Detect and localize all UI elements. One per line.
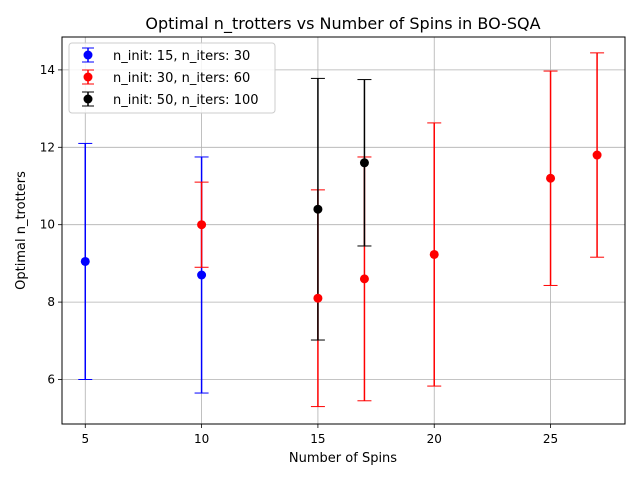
- data-point: [80, 256, 90, 266]
- legend-label: n_init: 50, n_iters: 100: [113, 93, 259, 108]
- x-tick-label: 20: [427, 432, 442, 446]
- x-tick-label: 25: [543, 432, 558, 446]
- legend-box: [68, 42, 276, 114]
- chart-title: Optimal n_trotters vs Number of Spins in…: [145, 14, 540, 34]
- data-point: [197, 220, 207, 230]
- data-point: [313, 204, 323, 214]
- legend-label: n_init: 15, n_iters: 30: [113, 49, 250, 64]
- x-axis-label: Number of Spins: [289, 451, 397, 466]
- data-point: [197, 270, 207, 280]
- legend-marker: [83, 94, 93, 104]
- y-axis-ticks: 6 8 10 12 14: [40, 63, 62, 386]
- x-tick-label: 15: [310, 432, 325, 446]
- legend: n_init: 15, n_iters: 30 n_init: 30, n_ite…: [68, 42, 276, 114]
- y-tick-label: 8: [47, 295, 55, 309]
- data-points: [80, 150, 602, 303]
- y-axis-label: Optimal n_trotters: [14, 171, 29, 290]
- y-tick-label: 6: [47, 372, 55, 386]
- x-tick-label: 5: [81, 432, 89, 446]
- data-point: [429, 249, 439, 259]
- legend-marker: [83, 50, 93, 60]
- legend-label: n_init: 30, n_iters: 60: [113, 71, 250, 86]
- y-tick-label: 14: [40, 63, 55, 77]
- data-point: [546, 173, 556, 183]
- plot-frame: [61, 36, 626, 425]
- y-tick-label: 10: [40, 218, 55, 232]
- x-axis-ticks: 5 10 15 20 25: [81, 424, 558, 446]
- legend-marker: [83, 72, 93, 82]
- data-point: [359, 274, 369, 284]
- data-point: [592, 150, 602, 160]
- data-point: [359, 158, 369, 168]
- y-tick-label: 12: [40, 140, 55, 154]
- x-tick-label: 10: [194, 432, 209, 446]
- data-point: [313, 293, 323, 303]
